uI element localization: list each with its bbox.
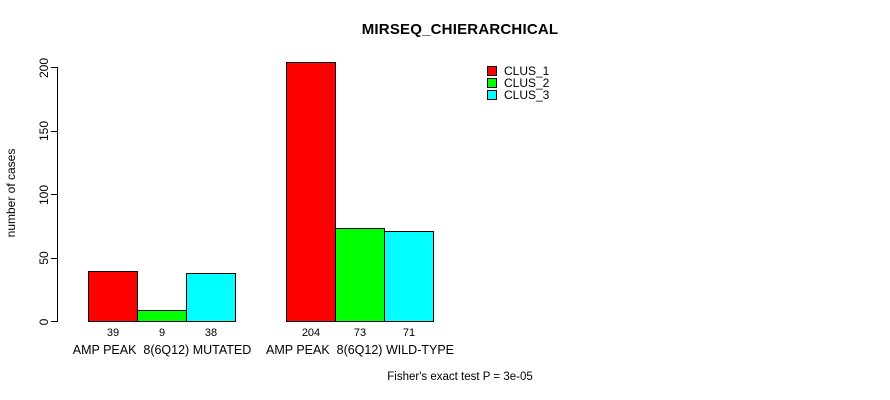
bar-clus_3-group2 bbox=[384, 231, 434, 322]
bar-clus_3-group1 bbox=[186, 273, 236, 322]
x-category-label: AMP PEAK 8(6Q12) MUTATED bbox=[72, 343, 252, 357]
bar-clus_2-group2 bbox=[335, 228, 385, 322]
y-tick-mark bbox=[51, 67, 57, 68]
bar-value-label: 38 bbox=[204, 327, 218, 339]
bar-value-label: 39 bbox=[106, 327, 120, 339]
bar-clus_2-group1 bbox=[137, 310, 187, 322]
legend-item-clus_2: CLUS_2 bbox=[487, 76, 550, 90]
bar-value-label: 204 bbox=[301, 327, 321, 339]
bar-clus_1-group2 bbox=[286, 62, 336, 322]
y-axis-line bbox=[57, 67, 58, 322]
annotation-fisher-test: Fisher's exact test P = 3e-05 bbox=[387, 371, 533, 383]
y-axis-title: number of cases bbox=[4, 148, 18, 238]
x-category-label: AMP PEAK 8(6Q12) WILD-TYPE bbox=[265, 343, 455, 357]
bar-clus_1-group1 bbox=[88, 271, 138, 322]
legend-label: CLUS_3 bbox=[504, 88, 550, 102]
y-tick-label: 0 bbox=[37, 318, 51, 325]
legend-item-clus_3: CLUS_3 bbox=[487, 88, 550, 102]
legend: CLUS_1 CLUS_2 CLUS_3 bbox=[487, 64, 550, 102]
legend-label: CLUS_1 bbox=[504, 64, 550, 78]
legend-swatch-icon bbox=[487, 66, 497, 76]
legend-swatch-icon bbox=[487, 78, 497, 88]
legend-item-clus_1: CLUS_1 bbox=[487, 64, 550, 78]
y-tick-label: 100 bbox=[37, 184, 51, 205]
legend-label: CLUS_2 bbox=[504, 76, 550, 90]
y-tick-mark bbox=[51, 321, 57, 322]
y-tick-mark bbox=[51, 257, 57, 259]
bar-value-label: 73 bbox=[353, 327, 367, 339]
bar-value-label: 9 bbox=[158, 327, 166, 339]
y-tick-label: 50 bbox=[37, 251, 51, 265]
bar-value-label: 71 bbox=[402, 327, 416, 339]
legend-swatch-icon bbox=[487, 90, 497, 100]
y-tick-mark bbox=[51, 194, 57, 195]
y-tick-label: 150 bbox=[37, 120, 51, 142]
y-tick-label: 200 bbox=[37, 57, 51, 78]
y-tick-mark bbox=[51, 130, 57, 132]
chart-title: MIRSEQ_CHIERARCHICAL bbox=[361, 21, 559, 38]
